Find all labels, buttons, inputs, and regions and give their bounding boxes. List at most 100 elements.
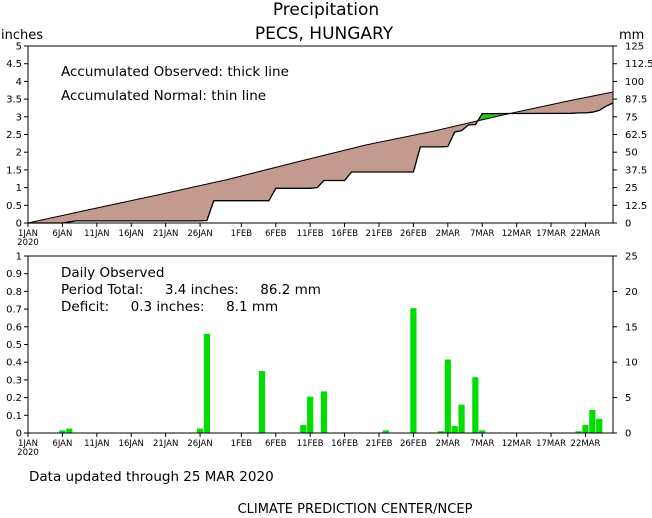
deficit-area [452, 126, 456, 134]
deficit-area [569, 100, 573, 114]
deficit-area [446, 127, 449, 147]
deficit-area [322, 155, 325, 182]
deficit-area [298, 161, 301, 189]
deficit-area [225, 179, 228, 201]
deficit-area [311, 158, 314, 189]
deficit-area [521, 110, 524, 114]
deficit-area [580, 98, 583, 113]
deficit-area [182, 189, 185, 221]
surplus-area [502, 113, 505, 115]
deficit-area [308, 158, 311, 189]
deficit-area [306, 159, 309, 189]
deficit-area [344, 150, 347, 180]
daily-bar [458, 404, 465, 433]
daily-x-tick-label: 17MAR [536, 439, 566, 449]
daily-bar-layer [59, 308, 603, 433]
surplus-area [497, 113, 500, 117]
deficit-area [348, 149, 351, 176]
deficit-area [561, 102, 564, 114]
deficit-area [397, 138, 400, 173]
deficit-area [375, 142, 378, 173]
accumulated-x-tick-label: 7MAR [470, 229, 495, 239]
deficit-area [551, 104, 554, 114]
deficit-area [461, 124, 464, 130]
deficit-area [157, 194, 160, 221]
deficit-area [108, 205, 111, 221]
daily-y-tick-label-left: 0.4 [6, 358, 22, 369]
accumulated-fill-layer [28, 92, 614, 223]
daily-bar [472, 377, 479, 433]
deficit-area [34, 221, 37, 223]
accumulated-y-tick-label-right: 87.5 [625, 95, 647, 106]
accumulated-y-tick-label-right: 50 [625, 148, 638, 159]
accumulated-y-tick-label-left: 1.5 [6, 165, 22, 176]
accumulated-y-tick-label-left: 4 [16, 77, 22, 88]
deficit-area [175, 190, 178, 221]
deficit-area [341, 150, 344, 181]
deficit-area [232, 177, 235, 201]
daily-y-tick-label-left: 0.8 [6, 287, 22, 298]
surplus-area [482, 113, 485, 120]
accumulated-y-tick-label-left: 3 [16, 112, 22, 123]
daily-bar [596, 418, 603, 433]
deficit-area [213, 182, 216, 201]
deficit-area [71, 213, 74, 222]
deficit-area [220, 180, 223, 201]
daily-y-tick-label-right: 20 [625, 287, 638, 298]
daily-y-tick-label-left: 0.1 [6, 411, 22, 422]
deficit-area [533, 108, 536, 114]
deficit-area [148, 196, 151, 221]
deficit-area [339, 151, 342, 181]
deficit-area [423, 132, 426, 147]
deficit-area [291, 163, 294, 189]
deficit-area [544, 105, 547, 114]
deficit-area [571, 99, 574, 114]
deficit-area [599, 94, 602, 110]
accumulated-y-axis-right: 0 12.5 25 37.5 50 62.5 75 87.5 100 112.5 125 [613, 42, 652, 230]
accumulated-y-tick-label-left: 2 [16, 148, 22, 159]
deficit-area [463, 123, 466, 129]
deficit-area [115, 203, 118, 221]
deficit-area [292, 162, 295, 189]
deficit-area [422, 133, 425, 147]
deficit-area [208, 183, 211, 214]
deficit-area [169, 192, 172, 221]
deficit-area [40, 220, 43, 223]
deficit-area [227, 179, 230, 201]
deficit-area [234, 177, 237, 201]
accumulated-panel: 0 0.5 1 1.5 2 2.5 3 3.5 4 4.5 5 0 12.5 25 37.5 50 62.5 7… [6, 42, 652, 249]
deficit-area [444, 128, 447, 147]
deficit-area [200, 185, 203, 221]
deficit-area [239, 176, 242, 201]
deficit-area [79, 211, 82, 221]
accumulated-x-tick-label: 21JAN [153, 229, 178, 239]
deficit-area [346, 149, 349, 178]
deficit-area [588, 96, 591, 113]
deficit-area [53, 217, 56, 223]
deficit-area [177, 190, 180, 221]
deficit-area [172, 191, 175, 221]
daily-x-year-label: 2020 [17, 448, 39, 458]
deficit-area [100, 207, 103, 221]
deficit-area [568, 100, 571, 114]
deficit-area [162, 193, 165, 221]
accumulated-y-tick-label-left: 4.5 [6, 59, 22, 70]
daily-y-tick-label-right: 15 [625, 322, 638, 333]
deficit-area [153, 195, 156, 221]
deficit-area [554, 103, 557, 114]
daily-bar [258, 371, 266, 433]
daily-x-tick-label: 12MAR [502, 439, 532, 449]
deficit-area [206, 183, 209, 219]
deficit-area [315, 157, 318, 188]
deficit-area [535, 107, 538, 114]
deficit-area [244, 174, 247, 201]
deficit-area [72, 213, 75, 222]
deficit-area [76, 212, 79, 221]
deficit-area [287, 164, 290, 189]
deficit-area [439, 129, 442, 147]
surplus-area [496, 113, 499, 117]
deficit-area [330, 153, 333, 181]
accumulated-x-tick-label: 6JAN [52, 229, 72, 239]
deficit-area [150, 196, 153, 221]
deficit-area [389, 139, 392, 173]
